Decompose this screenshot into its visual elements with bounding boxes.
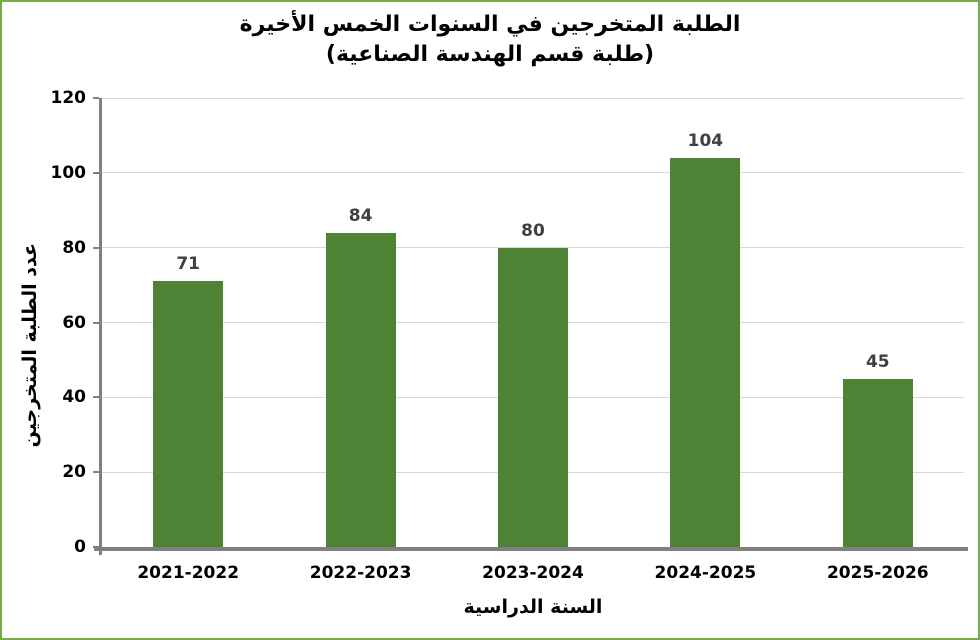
y-tick-label: 20 [62, 462, 86, 483]
y-tick-label: 80 [62, 237, 86, 258]
bar-value-label: 104 [687, 130, 724, 151]
x-tick-label: 2022-2023 [309, 563, 412, 583]
x-tick-label: 2025-2026 [826, 563, 929, 583]
y-axis-tick [93, 471, 99, 474]
x-axis-line [94, 547, 968, 551]
chart-title: الطلبة المتخرجين في السنوات الخمس الأخير… [2, 10, 978, 70]
x-axis-title: السنة الدراسية [463, 596, 603, 618]
bar [153, 281, 224, 547]
bar-value-label: 80 [521, 220, 545, 241]
y-axis-tick [93, 171, 99, 174]
bar-value-label: 45 [865, 351, 890, 372]
bar [325, 232, 396, 547]
chart-title-line1: الطلبة المتخرجين في السنوات الخمس الأخير… [239, 12, 741, 37]
y-axis-line [99, 98, 102, 555]
bar [498, 247, 568, 547]
y-tick-label: 100 [50, 162, 87, 183]
bar-value-label: 84 [348, 205, 373, 226]
gridline [102, 97, 964, 99]
y-axis-tick [93, 321, 99, 324]
y-axis-tick [93, 396, 99, 399]
bar [842, 378, 913, 547]
y-tick-label: 40 [62, 387, 86, 408]
y-tick-label: 0 [74, 537, 86, 557]
x-tick-label: 2024-2025 [654, 563, 757, 583]
bar [670, 157, 741, 547]
y-axis-tick [93, 97, 99, 99]
x-tick-label: 2021-2022 [137, 563, 240, 583]
chart-title-line2: (طلبة قسم الهندسة الصناعية) [325, 42, 655, 67]
y-axis-tick [93, 246, 99, 249]
y-tick-label: 60 [62, 312, 86, 333]
y-tick-label: 120 [50, 88, 87, 108]
gridline [102, 172, 964, 174]
y-axis-title: عدد الطلبة المتخرجين [19, 243, 41, 448]
x-tick-label: 2023-2024 [482, 563, 584, 583]
bar-value-label: 71 [176, 254, 201, 275]
